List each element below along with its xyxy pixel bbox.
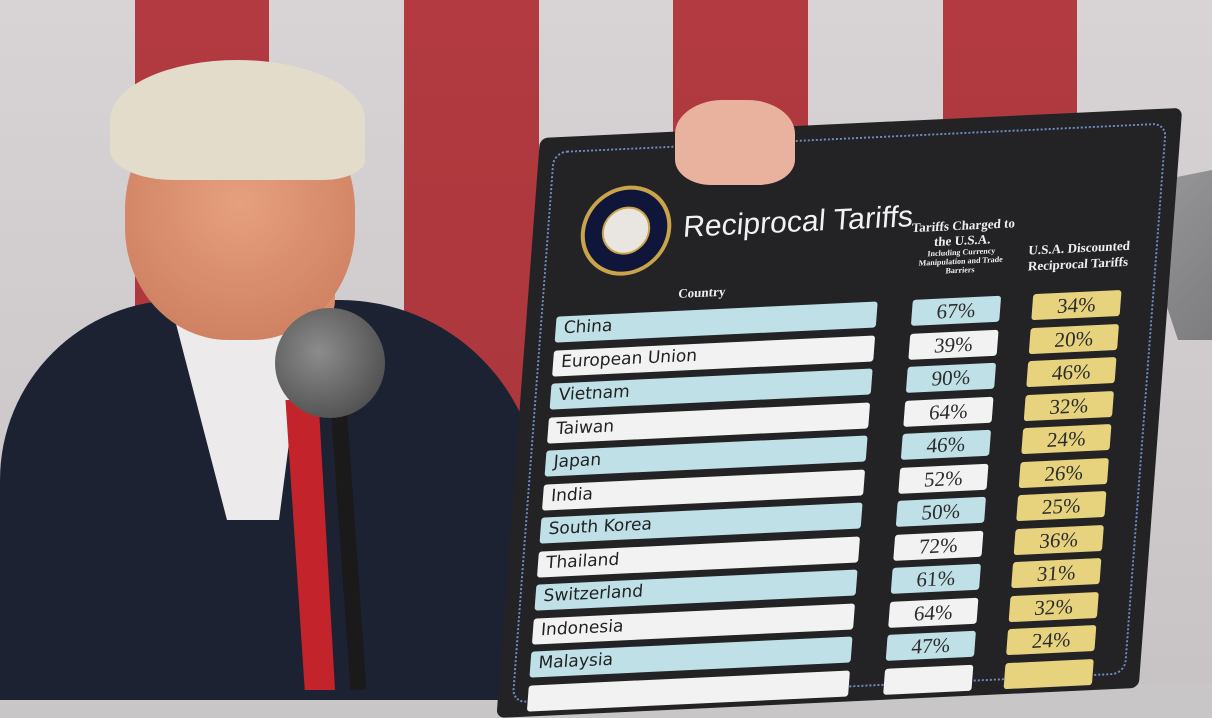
header-country: Country — [677, 283, 726, 301]
tariff-charged: 50% — [895, 496, 987, 527]
tariff-discounted: 32% — [1008, 591, 1099, 622]
tariff-charged: 52% — [898, 463, 989, 494]
header-discounted: U.S.A. Discounted Reciprocal Tariffs — [1027, 237, 1131, 274]
tariff-charged: 90% — [905, 362, 997, 393]
tariff-discounted: 26% — [1018, 457, 1109, 488]
reciprocal-tariffs-board: Reciprocal Tariffs Country Tariffs Charg… — [496, 107, 1183, 718]
tariff-charged: 67% — [910, 295, 1002, 326]
tariff-charged — [883, 664, 974, 695]
tariff-charged: 61% — [890, 563, 981, 594]
speaker — [0, 0, 560, 700]
hair — [110, 60, 365, 180]
tariff-charged: 72% — [893, 530, 984, 561]
tariff-charged: 64% — [888, 597, 979, 628]
hand — [675, 100, 795, 185]
tariff-discounted: 24% — [1006, 625, 1097, 656]
tariff-discounted: 34% — [1031, 290, 1122, 321]
tariff-discounted: 24% — [1021, 424, 1112, 455]
tariff-discounted: 32% — [1023, 390, 1115, 421]
tariff-charged: 47% — [885, 630, 976, 661]
tariff-discounted: 46% — [1026, 357, 1117, 388]
tariff-discounted: 25% — [1016, 491, 1107, 522]
tariff-discounted: 20% — [1028, 323, 1120, 354]
tariff-discounted: 31% — [1011, 558, 1102, 589]
tariff-discounted: 36% — [1013, 524, 1104, 555]
header-charged: Tariffs Charged to the U.S.A. Including C… — [905, 215, 1020, 277]
tariff-charged: 46% — [900, 429, 992, 460]
microphone — [275, 308, 385, 418]
tariff-discounted — [1003, 658, 1094, 689]
tariff-charged: 39% — [908, 329, 999, 360]
header-charged-note: Including Currency Manipulation and Trad… — [918, 246, 1004, 276]
tariff-charged: 64% — [903, 396, 994, 427]
